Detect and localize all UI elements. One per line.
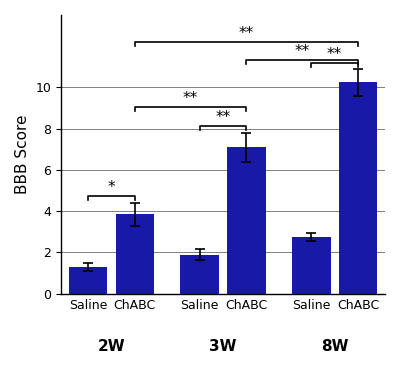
- Text: 2W: 2W: [98, 339, 125, 354]
- Bar: [116, 214, 154, 294]
- Text: 3W: 3W: [209, 339, 237, 354]
- Bar: [69, 267, 108, 294]
- Text: *: *: [108, 180, 115, 195]
- Text: **: **: [239, 26, 254, 41]
- Text: **: **: [294, 44, 310, 59]
- Text: **: **: [183, 91, 198, 106]
- Text: 8W: 8W: [321, 339, 348, 354]
- Bar: [339, 82, 377, 294]
- Text: **: **: [216, 110, 231, 125]
- Y-axis label: BBB Score: BBB Score: [15, 114, 30, 194]
- Bar: [180, 255, 219, 294]
- Text: **: **: [327, 47, 342, 62]
- Bar: [292, 237, 331, 294]
- Bar: [227, 147, 266, 294]
